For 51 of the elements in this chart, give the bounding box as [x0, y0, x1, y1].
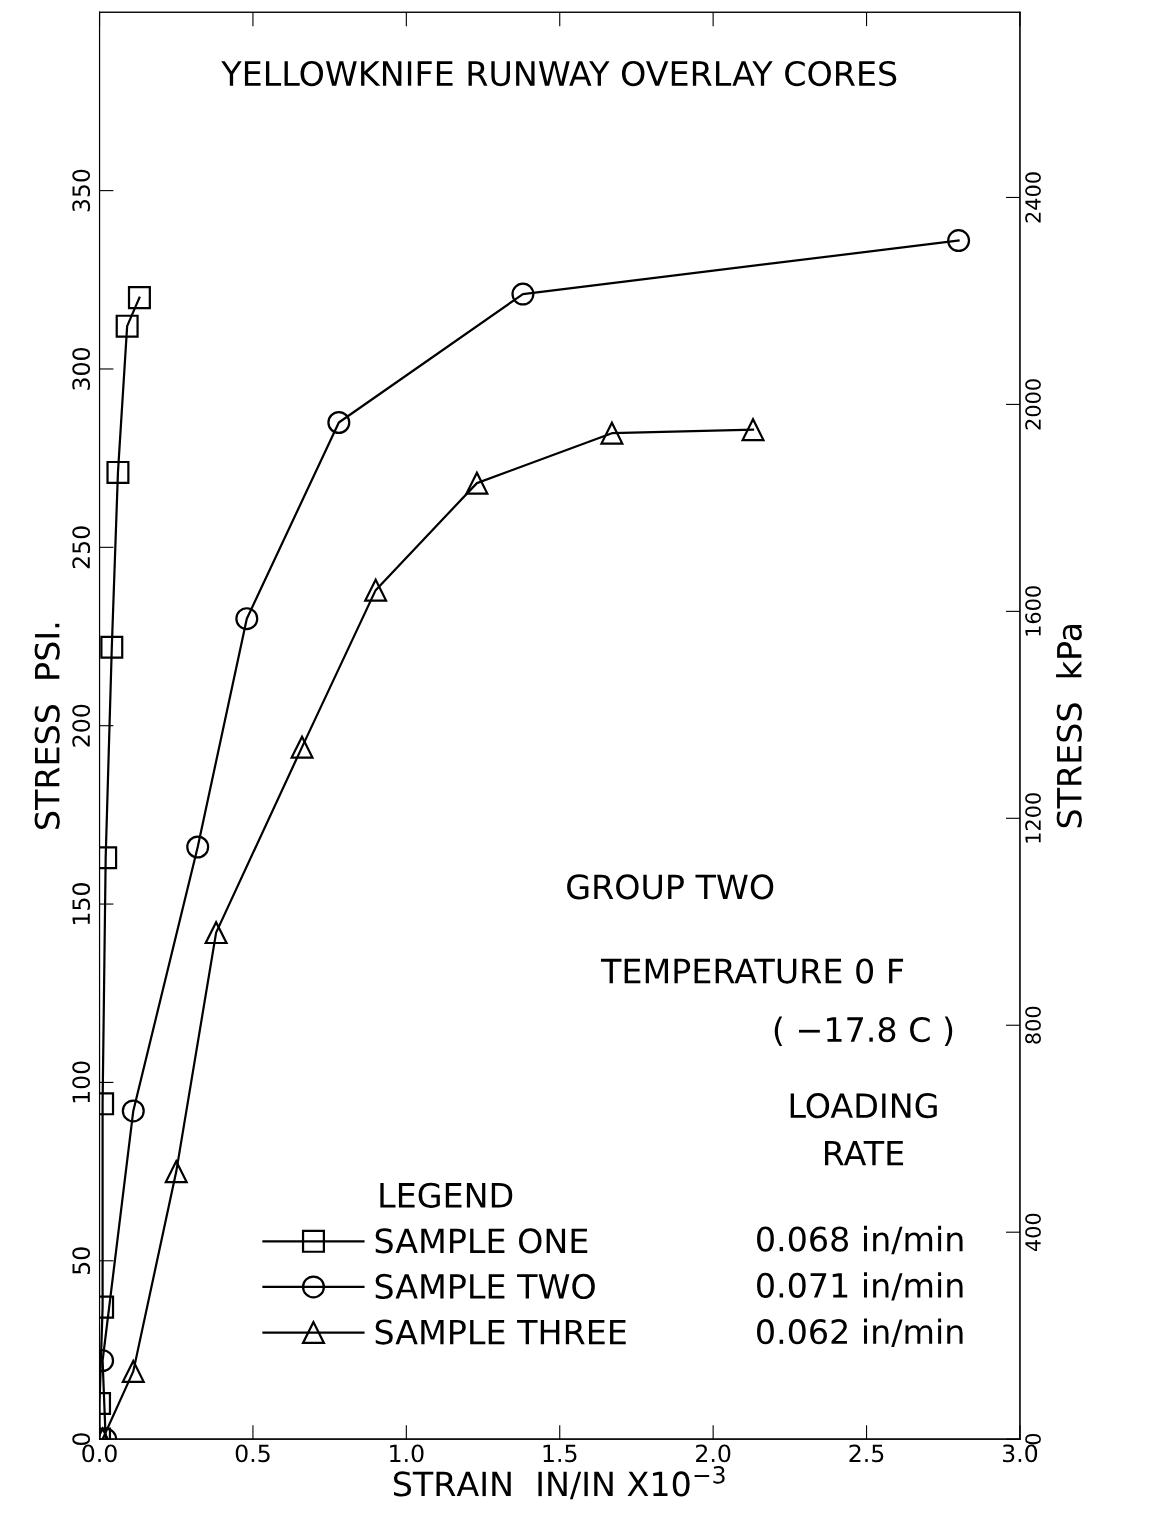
y-tick-label: 350 [72, 169, 91, 212]
point [741, 418, 765, 442]
x-tick-label: 2.5 [849, 1444, 884, 1463]
annotation: 0.071 in/min [757, 1272, 963, 1301]
y2-tick-label: 800 [1025, 1006, 1041, 1044]
point [204, 921, 228, 945]
point [511, 282, 535, 306]
y-tick-label: 100 [72, 1061, 91, 1103]
y-axis-title: STRESS PSI. [34, 623, 60, 829]
point [186, 835, 210, 859]
legend-label: SAMPLE ONE [375, 1228, 588, 1254]
point [164, 1160, 188, 1184]
y-tick-label: 300 [72, 348, 91, 390]
point [290, 735, 314, 759]
x-tick-label: 2.0 [696, 1444, 731, 1463]
y2-axis-title: STRESS kPa [1056, 624, 1082, 828]
x-axis-title: STRAIN IN/IN X10$^{−3}$ [393, 1466, 725, 1500]
annotation: LOADING RATE [790, 1093, 937, 1166]
x-tick-label: 0.5 [235, 1444, 270, 1463]
y2-tick-label: 1600 [1025, 586, 1041, 636]
y2-tick-label: 0 [1025, 1433, 1041, 1445]
point [121, 1359, 145, 1383]
y2-tick-label: 1200 [1025, 793, 1041, 843]
text: YELLOWKNIFE RUNWAY OVERLAY CORES [221, 60, 897, 87]
point [947, 229, 971, 253]
point [364, 578, 388, 602]
annotation: GROUP TWO [567, 874, 774, 900]
legend-label: SAMPLE THREE [375, 1319, 626, 1345]
y2-tick-label: 400 [1025, 1213, 1041, 1252]
annotation: 0.062 in/min [757, 1318, 963, 1347]
x-tick-label: 1.0 [390, 1444, 424, 1463]
point [121, 1099, 145, 1123]
y-tick-label: 250 [72, 526, 91, 569]
point [235, 607, 259, 631]
y2-tick-label: 2000 [1025, 379, 1041, 430]
y-tick-label: 0 [72, 1433, 91, 1446]
point [465, 471, 489, 495]
x-tick-label: 3.0 [1002, 1444, 1038, 1463]
y2-tick-label: 2400 [1025, 172, 1041, 223]
y-tick-label: 50 [72, 1247, 91, 1274]
annotation: TEMPERATURE 0 F [600, 958, 904, 984]
x-tick-label: 0.0 [82, 1444, 117, 1463]
legend-label: SAMPLE TWO [375, 1273, 595, 1300]
annotation: 0.068 in/min [757, 1225, 963, 1255]
point [327, 410, 351, 435]
annotation: ( −17.8 C ) [774, 1016, 953, 1047]
legend-title: LEGEND [380, 1182, 513, 1208]
point [600, 421, 624, 445]
x-tick-label: 1.5 [543, 1444, 577, 1463]
y-tick-label: 150 [72, 883, 91, 924]
y-tick-label: 200 [72, 704, 91, 747]
